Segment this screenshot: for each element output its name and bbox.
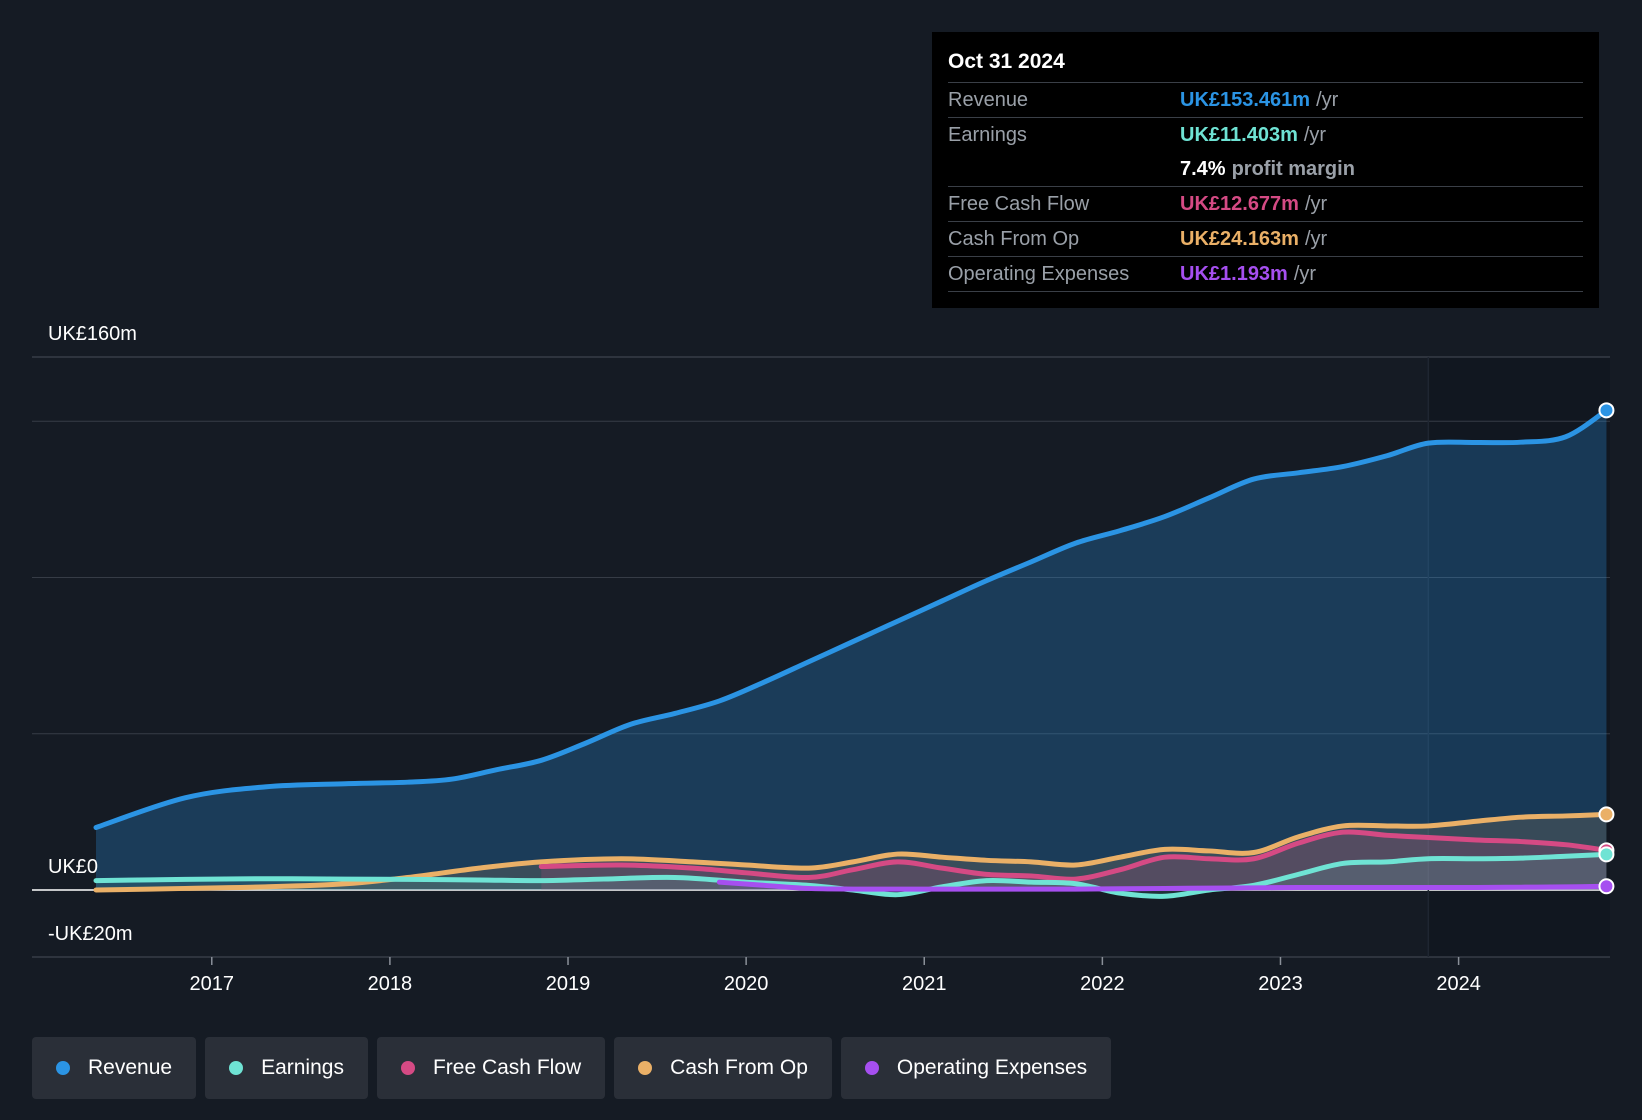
endpoint-earnings <box>1598 846 1615 863</box>
tooltip-label: Free Cash Flow <box>948 193 1090 215</box>
tooltip-row-earnings: Earnings UK£11.403m /yr <box>948 118 1583 152</box>
x-tick-label: 2019 <box>546 973 591 995</box>
tooltip-label: Revenue <box>948 89 1029 111</box>
legend: Revenue Earnings Free Cash Flow Cash Fro… <box>32 1037 1112 1099</box>
profit-margin-value: 7.4% <box>1180 158 1226 180</box>
tooltip-unit: /yr <box>1293 263 1317 285</box>
line-cfo[interactable] <box>93 811 1609 893</box>
legend-dot-icon <box>56 1061 70 1075</box>
tooltip-value: UK£24.163m <box>1180 228 1299 250</box>
line-opex[interactable] <box>716 879 1609 892</box>
x-tick-label: 2017 <box>190 973 235 995</box>
y-axis-label: -UK£20m <box>48 923 132 945</box>
y-axis-label: UK£160m <box>48 323 137 345</box>
x-tick-label: 2024 <box>1436 973 1481 995</box>
tooltip-value: UK£11.403m <box>1180 124 1298 146</box>
legend-dot-icon <box>864 1061 879 1075</box>
tooltip-unit: /yr <box>1316 89 1339 111</box>
tooltip-unit: /yr <box>1303 124 1327 146</box>
line-revenue[interactable] <box>93 407 1609 830</box>
x-axis-ticks: 2017 2018 2019 2020 2021 2022 2023 2024 <box>190 957 1481 995</box>
series-endpoints <box>1598 402 1615 895</box>
tooltip-label: Cash From Op <box>948 228 1080 250</box>
legend-item-operating-expenses[interactable]: Operating Expenses <box>840 1037 1112 1099</box>
legend-item-revenue[interactable]: Revenue <box>32 1037 197 1099</box>
line-earnings[interactable] <box>93 851 1609 899</box>
legend-label: Earnings <box>261 1056 344 1079</box>
area-revenue <box>96 410 1607 890</box>
legend-dot-icon <box>638 1061 653 1075</box>
tooltip-value: UK£153.461m <box>1180 89 1311 111</box>
x-tick-label: 2023 <box>1258 973 1303 995</box>
legend-label: Revenue <box>88 1056 173 1079</box>
legend-dot-icon <box>229 1061 244 1075</box>
line-fcf[interactable] <box>538 829 1609 882</box>
legend-label: Cash From Op <box>670 1056 808 1079</box>
tooltip-unit: /yr <box>1304 193 1328 215</box>
area-earnings <box>96 854 1607 897</box>
legend-label: Operating Expenses <box>896 1056 1088 1079</box>
endpoint-revenue <box>1598 402 1615 419</box>
legend-dot-icon <box>400 1061 415 1075</box>
tooltip-label: Earnings <box>948 124 1027 146</box>
legend-item-earnings[interactable]: Earnings <box>205 1037 368 1099</box>
legend-label: Free Cash Flow <box>432 1056 582 1079</box>
tooltip-row-fcf: Free Cash Flow UK£12.677m /yr <box>948 187 1583 222</box>
area-fcf <box>541 831 1607 890</box>
tooltip-row-opex: Operating Expenses UK£1.193m /yr <box>948 257 1583 292</box>
legend-item-free-cash-flow[interactable]: Free Cash Flow <box>376 1037 606 1099</box>
tooltip-date: Oct 31 2024 <box>948 46 1583 83</box>
tooltip-value: UK£12.677m <box>1180 193 1299 215</box>
x-tick-label: 2018 <box>368 973 413 995</box>
tooltip: Oct 31 2024 Revenue UK£153.461m /yr Earn… <box>932 32 1599 308</box>
endpoint-opex <box>1598 878 1615 895</box>
endpoint-cfo <box>1598 806 1615 823</box>
x-tick-label: 2022 <box>1080 973 1125 995</box>
tooltip-unit: /yr <box>1304 228 1328 250</box>
x-tick-label: 2020 <box>724 973 769 995</box>
profit-margin-text: profit margin <box>1231 158 1355 180</box>
series-lines <box>93 407 1609 899</box>
legend-item-cash-from-op[interactable]: Cash From Op <box>614 1037 832 1099</box>
tooltip-value: UK£1.193m <box>1180 263 1288 285</box>
x-tick-label: 2021 <box>902 973 947 995</box>
tooltip-label: Operating Expenses <box>948 263 1130 285</box>
tooltip-row-margin: 7.4% profit margin <box>948 152 1583 187</box>
tooltip-row-revenue: Revenue UK£153.461m /yr <box>948 83 1583 118</box>
y-axis-label: UK£0 <box>48 856 98 878</box>
tooltip-row-cfo: Cash From Op UK£24.163m /yr <box>948 222 1583 257</box>
y-axis-labels: UK£160m UK£0 -UK£20m <box>48 323 137 945</box>
